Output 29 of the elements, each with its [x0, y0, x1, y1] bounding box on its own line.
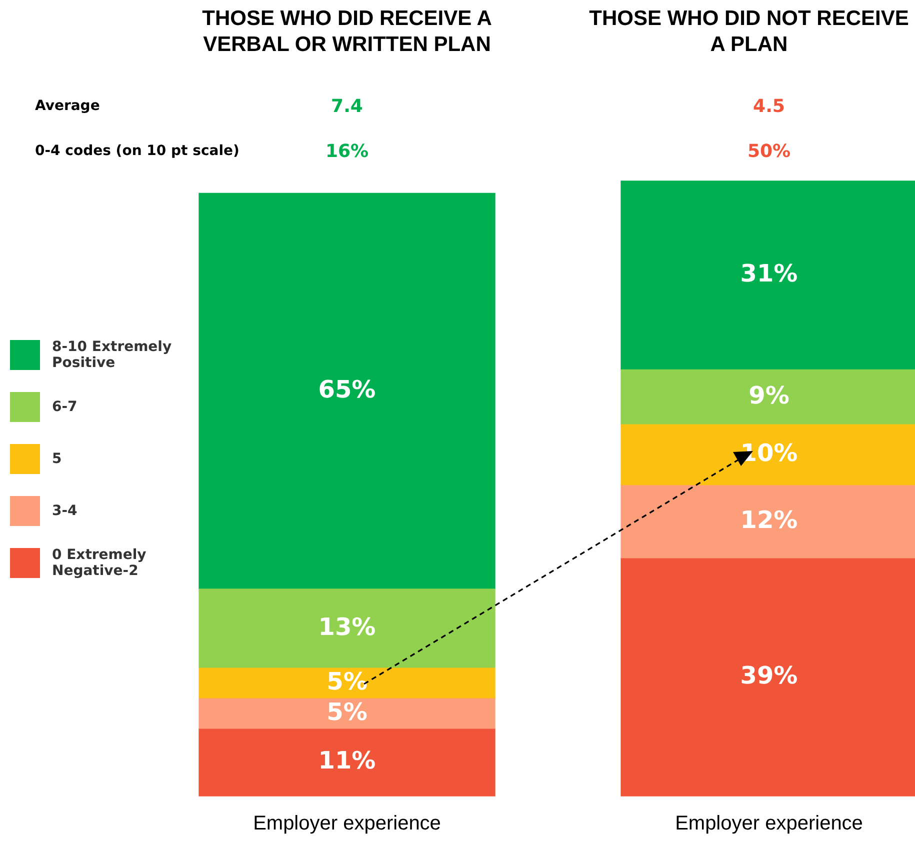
- data-label: 65%: [318, 375, 376, 404]
- x-tick-label: Employer experience: [675, 812, 863, 835]
- data-label: 11%: [318, 746, 376, 775]
- data-label: 31%: [740, 260, 798, 288]
- legend-label: 8-10 Extremely Positive: [52, 339, 173, 371]
- bar: [198, 728, 496, 796]
- data-label: 13%: [318, 612, 376, 641]
- legend-label: 5: [52, 451, 63, 467]
- text: 0-4 codes (on 10 pt scale): [35, 143, 240, 159]
- bar: [198, 668, 496, 699]
- data-label: 5%: [326, 698, 368, 726]
- text: THOSE WHO DID RECEIVE A VERBAL OR WRITTEN PLAN: [201, 6, 493, 58]
- text: 50%: [746, 141, 792, 162]
- text: 16%: [324, 141, 370, 162]
- text: 7.4: [330, 96, 364, 117]
- data-label: 39%: [740, 661, 798, 690]
- data-label: 9%: [748, 381, 790, 410]
- data-label: 5%: [326, 668, 368, 696]
- bar: [198, 588, 496, 668]
- text: 4.5: [752, 96, 786, 117]
- legend-label: 6-7: [52, 399, 78, 415]
- data-label: 12%: [740, 506, 798, 534]
- x-tick-label: Employer experience: [253, 812, 441, 835]
- bar: [198, 698, 496, 730]
- legend-label: 3-4: [52, 503, 78, 519]
- text: THOSE WHO DID NOT RECEIVE A PLAN: [589, 6, 909, 58]
- text: Average: [35, 98, 100, 114]
- bar: [198, 192, 496, 590]
- legend-label: 0 Extremely Negative-2: [52, 547, 148, 579]
